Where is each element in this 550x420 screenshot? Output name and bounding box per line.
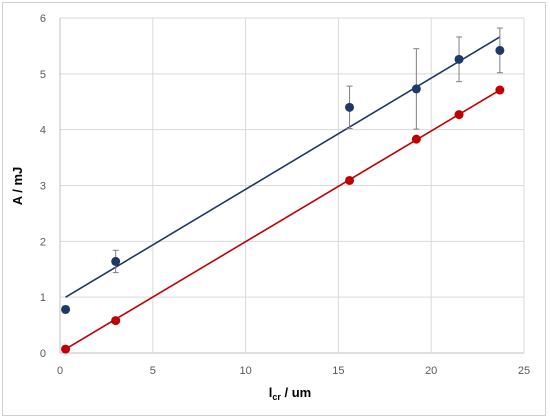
- y-tick-label: 1: [40, 292, 46, 304]
- x-tick-label: 5: [150, 365, 156, 377]
- y-tick-label: 6: [40, 13, 46, 25]
- chart-frame: [2, 2, 546, 416]
- x-tick-label: 0: [57, 365, 63, 377]
- x-tick-label: 25: [518, 365, 530, 377]
- data-point-series-1: [111, 256, 121, 266]
- data-point-series-1: [454, 54, 464, 64]
- y-tick-label: 2: [40, 236, 46, 248]
- data-point-series-2: [411, 134, 421, 144]
- trendline-series-2: [65, 89, 501, 350]
- x-tick-label: 20: [425, 365, 437, 377]
- data-points: [61, 45, 505, 354]
- x-tick-label: 10: [239, 365, 251, 377]
- y-tick-label: 3: [40, 181, 46, 193]
- x-axis-title-sub: cr: [272, 392, 281, 402]
- y-tick-label: 5: [40, 69, 46, 81]
- trendlines: [65, 36, 501, 350]
- data-point-series-1: [345, 102, 355, 112]
- x-axis-title: lcr / um: [269, 385, 311, 402]
- x-axis-title-rest: / um: [281, 385, 311, 400]
- error-bars: [62, 27, 503, 314]
- data-point-series-2: [111, 316, 121, 326]
- data-point-series-2: [495, 85, 505, 95]
- y-tick-label: 0: [40, 348, 46, 360]
- tick-labels: 0 1 2 3 4 5 6 0 5 10 15 20 25: [40, 13, 530, 377]
- data-point-series-1: [495, 45, 505, 55]
- x-tick-label: 15: [332, 365, 344, 377]
- grid: [59, 17, 525, 354]
- trendline-series-1: [65, 36, 501, 298]
- data-point-series-1: [411, 84, 421, 94]
- data-point-series-2: [345, 175, 355, 185]
- data-point-series-2: [61, 344, 71, 354]
- y-axis-title: A / mJ: [10, 167, 25, 206]
- data-point-series-1: [61, 304, 71, 314]
- x-axis-title-main: l: [269, 385, 273, 400]
- y-tick-label: 4: [40, 125, 46, 137]
- data-point-series-2: [454, 110, 464, 120]
